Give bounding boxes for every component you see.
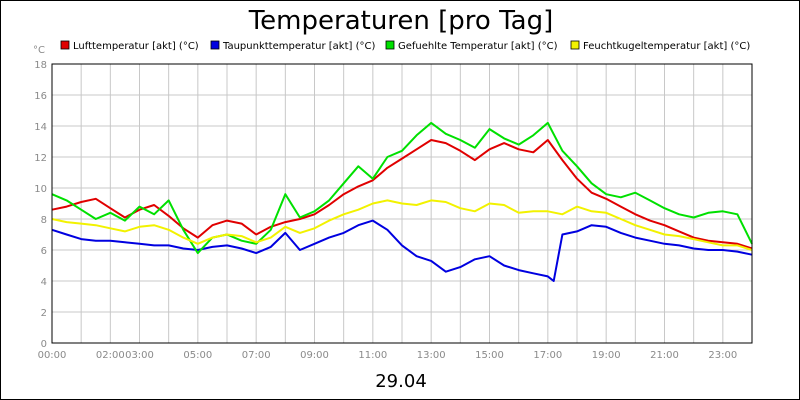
legend-item-2: Taupunkttemperatur [akt] (°C) [210,40,375,52]
y-axis-unit: °C [33,45,45,56]
legend-item-1: Lufttemperatur [akt] (°C) [60,40,199,52]
y-tick-label: 8 [41,215,47,226]
legend-swatch [210,40,220,50]
chart-title: Temperaturen [pro Tag] [248,6,554,36]
x-tick-label: 19:00 [592,350,621,361]
legend-swatch [385,40,395,50]
legend-item-3: Gefuehlte Temperatur [akt] (°C) [385,40,558,52]
y-tick-label: 4 [41,277,47,288]
x-tick-label: 21:00 [650,350,679,361]
y-tick-label: 12 [34,153,47,164]
legend-label: Taupunkttemperatur [akt] (°C) [222,41,375,52]
legend-swatch [60,40,70,50]
date-label: 29.04 [375,371,427,392]
x-tick-label: 09:00 [300,350,329,361]
plot-border [51,63,753,344]
x-tick-label: 00:00 [38,350,67,361]
x-tick-label: 13:00 [417,350,446,361]
x-tick-label: 02:00 [96,350,125,361]
legend-label: Gefuehlte Temperatur [akt] (°C) [398,41,558,52]
y-ticks: 0 2 4 6 8 10 12 14 16 18 [34,60,47,350]
y-tick-label: 0 [41,339,47,350]
x-tick-label: 15:00 [475,350,504,361]
legend-label: Feuchtkugeltemperatur [akt] (°C) [583,41,750,52]
series-line-3 [51,121,753,255]
x-tick-label: 05:00 [183,350,212,361]
x-ticks: 00:00 02:00 03:00 05:00 07:00 09:00 11:00 13:00… [38,350,738,361]
x-tick-label: 23:00 [708,350,737,361]
y-tick-label: 16 [34,91,47,102]
x-tick-label: 03:00 [125,350,154,361]
x-tick-label: 17:00 [533,350,562,361]
legend-swatch [570,40,580,50]
y-tick-label: 10 [34,184,47,195]
legend-label: Lufttemperatur [akt] (°C) [73,41,199,52]
y-tick-label: 2 [41,308,47,319]
legend: Lufttemperatur [akt] (°C) Taupunkttempera… [60,40,750,52]
series-layer [51,121,753,282]
series-line-2 [51,219,753,282]
y-tick-label: 18 [34,60,47,71]
series-line-1 [51,139,753,250]
y-tick-label: 6 [41,246,47,257]
x-tick-label: 07:00 [242,350,271,361]
legend-item-4: Feuchtkugeltemperatur [akt] (°C) [570,40,750,52]
y-tick-label: 14 [34,122,47,133]
series-line-4 [51,199,753,251]
grid [52,64,752,343]
x-tick-label: 11:00 [358,350,387,361]
